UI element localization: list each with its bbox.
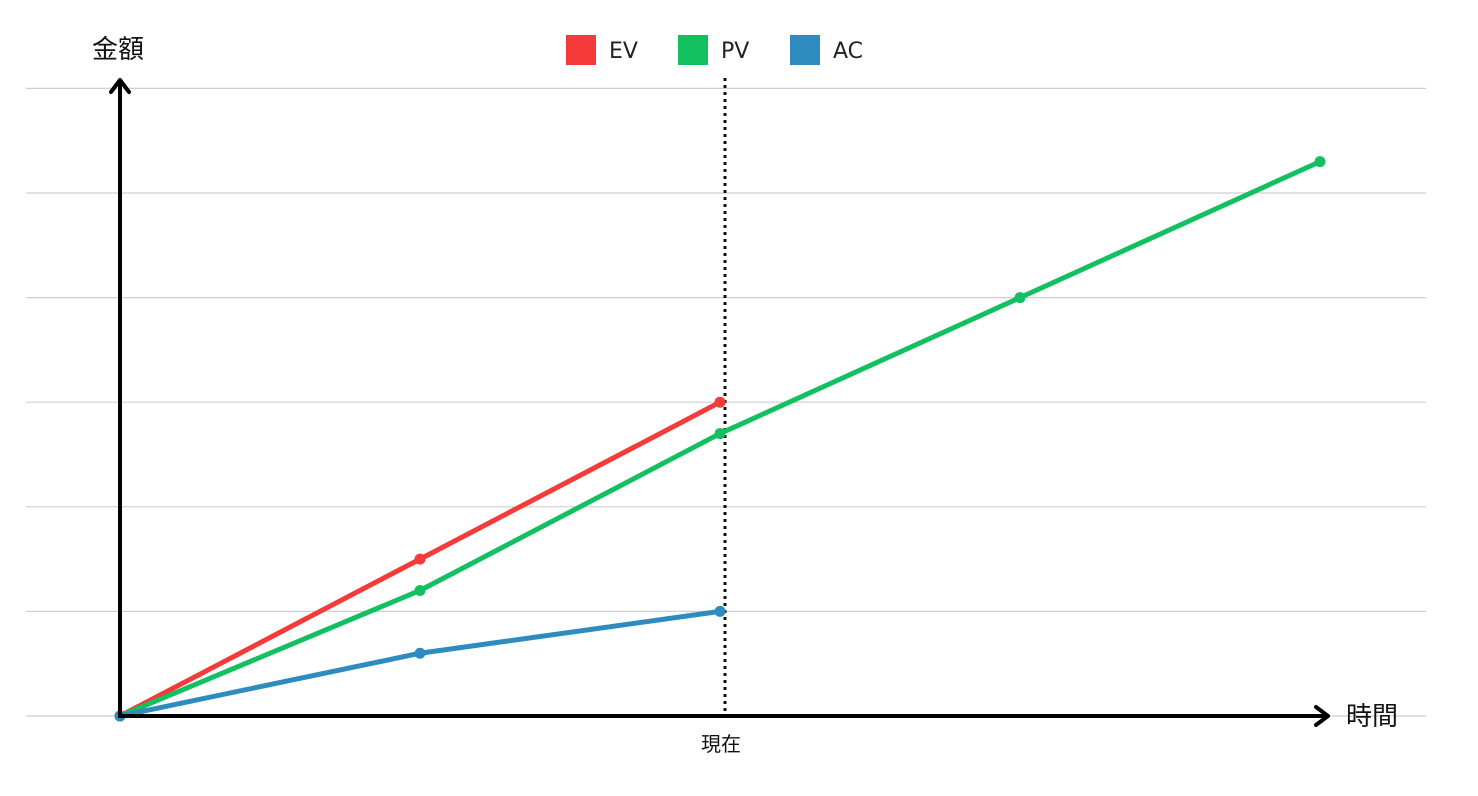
data-point-pv (414, 584, 426, 596)
y-axis-arrow (109, 78, 131, 94)
legend-swatch-ev (566, 35, 596, 65)
legend: EV PV AC (566, 35, 863, 65)
series-line-ac (117, 608, 723, 719)
legend-swatch-pv (678, 35, 708, 65)
series-group (114, 156, 1326, 722)
series-ev (114, 396, 726, 722)
data-point-ev (414, 553, 426, 565)
data-point-pv (1314, 156, 1326, 168)
series-ac (114, 605, 726, 722)
legend-swatch-ac (790, 35, 820, 65)
legend-label-ev: EV (609, 39, 638, 64)
current-time-label: 現在 (701, 732, 741, 756)
axes (109, 78, 1330, 727)
x-axis-arrow (1314, 705, 1330, 727)
x-axis-title: 時間 (1346, 702, 1398, 732)
data-point-ac (714, 605, 726, 617)
series-pv (114, 156, 1326, 722)
data-point-ev (714, 396, 726, 408)
y-axis-title: 金額 (92, 35, 144, 65)
legend-label-pv: PV (721, 39, 749, 64)
data-point-ac (414, 647, 426, 659)
data-point-pv (1014, 292, 1026, 304)
legend-label-ac: AC (833, 39, 863, 64)
data-point-pv (714, 428, 726, 440)
